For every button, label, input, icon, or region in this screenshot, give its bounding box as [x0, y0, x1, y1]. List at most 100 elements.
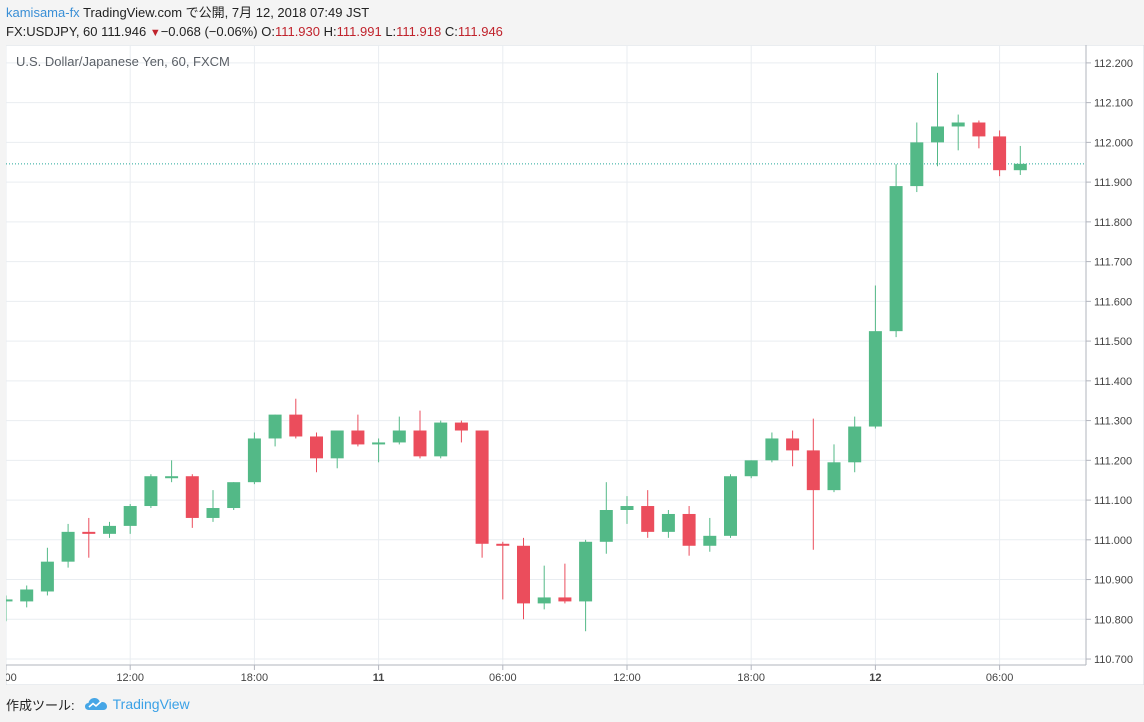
candle-body [123, 506, 137, 526]
candle[interactable] [806, 418, 820, 550]
candle-body [682, 513, 696, 546]
candle[interactable] [289, 398, 303, 439]
y-tick-label: 110.700 [1094, 654, 1133, 666]
candle-body [496, 543, 510, 546]
chart-background [6, 45, 1144, 685]
candle-body [827, 462, 841, 491]
candle[interactable] [165, 460, 179, 483]
candle[interactable] [6, 595, 13, 622]
candle[interactable] [82, 517, 96, 558]
tradingview-logo[interactable]: TradingView [84, 696, 190, 712]
candle[interactable] [310, 432, 323, 473]
candle[interactable] [641, 490, 655, 538]
candle[interactable] [848, 416, 862, 473]
candle[interactable] [868, 285, 882, 429]
candle[interactable] [786, 430, 800, 467]
symbol-line: FX:USDJPY, 60 111.946 ▼−0.068 (−0.06%) O… [6, 23, 503, 42]
candle[interactable] [558, 563, 572, 604]
candle[interactable] [40, 547, 54, 596]
candle-body [61, 531, 75, 562]
candle[interactable] [372, 438, 386, 463]
candle-body [806, 450, 820, 491]
x-tick-label: 6:00 [6, 672, 17, 684]
author-link[interactable]: kamisama-fx [6, 5, 80, 20]
y-tick-label: 111.300 [1094, 416, 1132, 428]
candle-body [6, 599, 13, 602]
candle-body [537, 597, 551, 604]
candle[interactable] [206, 490, 220, 522]
candle[interactable] [682, 506, 696, 556]
y-tick-label: 111.600 [1094, 296, 1132, 308]
candle[interactable] [496, 541, 510, 600]
candle[interactable] [413, 410, 427, 459]
candle[interactable] [123, 504, 137, 534]
y-tick-label: 111.000 [1094, 535, 1132, 547]
candle[interactable] [910, 122, 924, 193]
candle[interactable] [144, 474, 158, 509]
made-with-label: 作成ツール: [6, 697, 75, 713]
candle[interactable] [599, 482, 613, 554]
tradingview-cloud-icon [84, 698, 107, 710]
candle-body [931, 126, 944, 143]
candle-body [268, 414, 282, 439]
x-tick-label: 12 [869, 672, 881, 684]
candle-body [247, 438, 261, 483]
x-tick-label: 18:00 [737, 672, 765, 684]
low-value: 111.918 [396, 24, 442, 39]
candle[interactable] [227, 482, 241, 510]
open-label: O: [261, 24, 275, 39]
candle[interactable] [579, 539, 593, 632]
candle[interactable] [1013, 145, 1027, 175]
candle[interactable] [537, 565, 551, 610]
candle[interactable] [703, 517, 717, 552]
candle-body [951, 122, 965, 127]
candle-body [1013, 163, 1027, 171]
price-change: −0.068 (−0.06%) [160, 24, 258, 39]
candle[interactable] [454, 420, 468, 443]
candle[interactable] [103, 521, 116, 538]
candle[interactable] [351, 414, 365, 447]
footer: 作成ツール: TradingView [6, 692, 190, 716]
candle[interactable] [392, 416, 406, 445]
candle[interactable] [765, 432, 779, 463]
candle-body [165, 476, 179, 479]
candle-body [661, 513, 675, 532]
y-tick-label: 111.900 [1094, 177, 1132, 189]
candle[interactable] [185, 474, 199, 528]
candle-body [351, 430, 365, 445]
candle[interactable] [972, 120, 986, 149]
candle[interactable] [993, 130, 1007, 177]
candle[interactable] [330, 430, 344, 469]
candle-body [765, 438, 779, 461]
publish-info: TradingView.com で公開, 7月 12, 2018 07:49 J… [83, 5, 370, 20]
candle[interactable] [268, 414, 282, 447]
candle[interactable] [434, 420, 448, 459]
y-tick-label: 111.800 [1094, 217, 1132, 229]
chart-area[interactable]: 112.200 112.100 112.000 111.900 111.800 111.7… [6, 45, 1144, 685]
candle[interactable] [889, 164, 903, 338]
publish-line: kamisama-fx TradingView.com で公開, 7月 12, … [6, 4, 369, 21]
y-tick-label: 110.800 [1094, 614, 1133, 626]
candlestick-chart[interactable]: 112.200 112.100 112.000 111.900 111.800 111.7… [6, 45, 1144, 685]
candle[interactable] [620, 496, 634, 524]
candle[interactable] [661, 510, 675, 538]
candle[interactable] [951, 114, 965, 151]
candle-body [993, 136, 1007, 171]
candle[interactable] [475, 430, 489, 558]
candle[interactable] [931, 72, 944, 167]
candle[interactable] [247, 432, 261, 485]
y-tick-label: 110.900 [1094, 575, 1133, 587]
candle[interactable] [517, 537, 530, 620]
tradingview-brand: TradingView [112, 696, 190, 712]
candle[interactable] [724, 474, 737, 538]
candle-body [620, 506, 634, 510]
candle-body [744, 460, 758, 477]
candle-body [185, 476, 199, 518]
candle[interactable] [61, 523, 75, 568]
candle[interactable] [20, 585, 34, 608]
candle[interactable] [744, 460, 758, 479]
x-tick-label: 06:00 [489, 672, 517, 684]
symbol-info: FX:USDJPY, 60 111.946 [6, 24, 147, 39]
candle[interactable] [827, 444, 841, 493]
high-value: 111.991 [336, 24, 382, 39]
